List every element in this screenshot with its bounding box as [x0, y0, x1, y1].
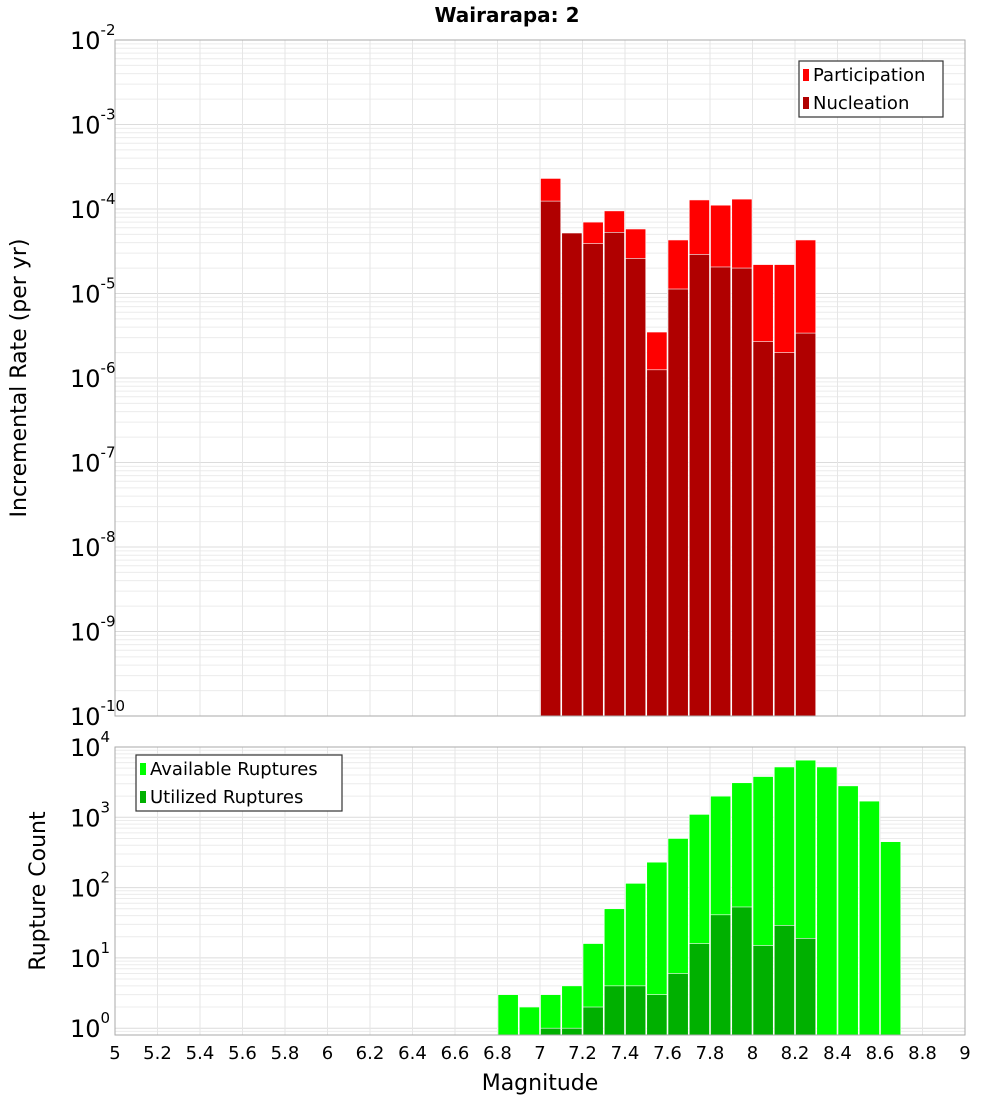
- rate-bar-nucleation: [731, 267, 753, 717]
- chart-title: Wairarapa: 2: [434, 3, 579, 27]
- bottom-y-axis-label: Rupture Count: [26, 811, 51, 971]
- rate-bar-nucleation: [561, 232, 583, 717]
- legend-box: [798, 60, 944, 118]
- x-tick-label: 8: [747, 1043, 758, 1064]
- count-bar-utilized-ruptures: [710, 914, 732, 1036]
- y-tick-label: 103: [70, 798, 110, 832]
- y-tick-label: 10-7: [70, 444, 116, 478]
- rate-bar-nucleation: [688, 254, 710, 717]
- count-bar-available-ruptures: [561, 985, 583, 1036]
- x-tick-label: 7: [534, 1043, 545, 1064]
- y-tick-label: 10-3: [70, 106, 116, 140]
- x-tick-label: 7.6: [653, 1043, 682, 1064]
- x-tick-label: 5.6: [228, 1043, 257, 1064]
- x-tick-label: 6.8: [483, 1043, 512, 1064]
- y-tick-label: 10-6: [70, 359, 116, 393]
- rate-bar-nucleation: [667, 288, 689, 717]
- legend-label-nucleation: Nucleation: [813, 93, 909, 114]
- count-bar-utilized-ruptures: [773, 925, 795, 1036]
- rate-bar-nucleation: [752, 341, 774, 717]
- count-bar-utilized-ruptures: [688, 943, 710, 1036]
- x-tick-label: 6.2: [356, 1043, 385, 1064]
- legend-swatch-available-ruptures: [140, 763, 146, 775]
- x-tick-label: 8.2: [781, 1043, 810, 1064]
- count-bar-utilized-ruptures: [582, 1006, 604, 1036]
- y-tick-label: 10-5: [70, 275, 116, 309]
- count-bar-available-ruptures: [880, 841, 902, 1036]
- x-tick-label: 6: [322, 1043, 333, 1064]
- x-tick-label: 8.4: [823, 1043, 852, 1064]
- count-bar-available-ruptures: [837, 785, 859, 1036]
- x-tick-label: 7.4: [611, 1043, 640, 1064]
- x-tick-label: 8.6: [866, 1043, 895, 1064]
- count-bar-utilized-ruptures: [625, 985, 647, 1036]
- x-tick-label: 6.6: [441, 1043, 470, 1064]
- rate-bar-nucleation: [646, 369, 668, 717]
- count-bar-utilized-ruptures: [646, 994, 668, 1036]
- x-tick-label: 8.8: [908, 1043, 937, 1064]
- legend-label-utilized-ruptures: Utilized Ruptures: [150, 787, 303, 808]
- x-tick-label: 6.4: [398, 1043, 427, 1064]
- bottom-plot: 100 101 102 103 104 Available Ruptures Utilize…: [70, 728, 971, 1064]
- rate-bar-nucleation: [625, 258, 647, 717]
- rate-bar-nucleation: [540, 200, 562, 717]
- rate-bar-nucleation: [582, 243, 604, 717]
- top-plot: 10-10 10-9 10-8 10-7 10-6 10-5 10-4 10-3 10-2 Par…: [70, 21, 966, 731]
- y-tick-label: 101: [70, 939, 110, 973]
- y-tick-label: 104: [70, 728, 110, 762]
- y-tick-label: 10-4: [70, 190, 116, 224]
- x-tick-label: 5: [109, 1043, 120, 1064]
- y-tick-label: 10-2: [70, 21, 116, 55]
- y-tick-label: 10-8: [70, 528, 116, 562]
- legend-label-available-ruptures: Available Ruptures: [150, 759, 318, 780]
- y-tick-label: 102: [70, 869, 110, 903]
- plot-frame: [114, 746, 966, 1036]
- rate-bar-nucleation: [773, 352, 795, 717]
- rate-bar-nucleation: [710, 266, 732, 717]
- legend-swatch-nucleation: [803, 97, 809, 109]
- count-bar-utilized-ruptures: [752, 945, 774, 1036]
- legend-swatch-participation: [803, 69, 809, 81]
- count-bar-utilized-ruptures: [667, 973, 689, 1036]
- count-bar-utilized-ruptures: [731, 906, 753, 1036]
- count-bar-available-ruptures: [816, 766, 838, 1036]
- legend-label-participation: Participation: [813, 65, 925, 86]
- y-tick-label: 10-9: [70, 613, 116, 647]
- x-tick-label: 5.4: [186, 1043, 215, 1064]
- y-tick-label: 100: [70, 1009, 110, 1043]
- x-axis-label: Magnitude: [482, 1071, 599, 1096]
- plot-frame: [114, 39, 966, 717]
- x-tick-label: 5.2: [143, 1043, 172, 1064]
- x-tick-label: 7.2: [568, 1043, 597, 1064]
- x-tick-label: 7.8: [696, 1043, 725, 1064]
- count-bar-utilized-ruptures: [540, 1027, 562, 1036]
- count-bar-available-ruptures: [518, 1006, 540, 1036]
- top-y-axis-label: Incremental Rate (per yr): [7, 239, 32, 518]
- count-bar-utilized-ruptures: [795, 937, 817, 1036]
- legend-box: [135, 754, 343, 812]
- rate-bar-nucleation: [795, 332, 817, 717]
- rate-bar-nucleation: [603, 231, 625, 717]
- count-bar-available-ruptures: [497, 994, 519, 1036]
- count-bar-utilized-ruptures: [603, 985, 625, 1036]
- count-bar-available-ruptures: [858, 800, 880, 1036]
- count-bar-utilized-ruptures: [561, 1027, 583, 1036]
- x-tick-label: 5.8: [271, 1043, 300, 1064]
- y-tick-label: 10-10: [70, 697, 125, 731]
- legend-swatch-utilized-ruptures: [140, 791, 146, 803]
- x-tick-label: 9: [959, 1043, 970, 1064]
